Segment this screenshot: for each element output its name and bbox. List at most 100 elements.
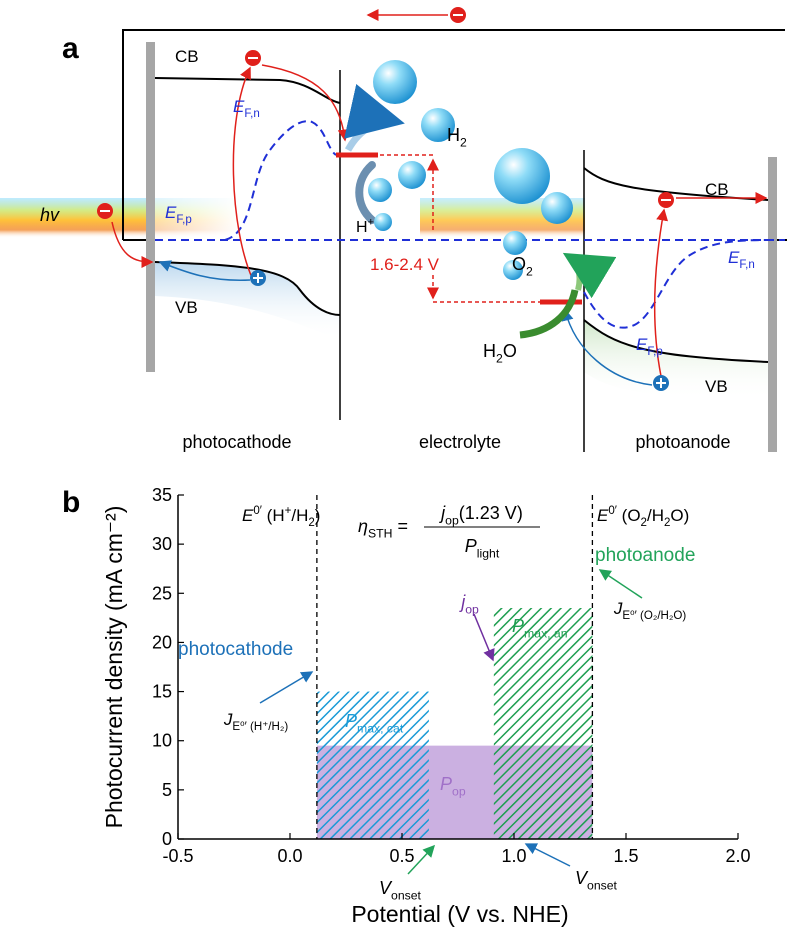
text-run: E xyxy=(165,203,177,222)
text-run: P xyxy=(465,536,477,556)
region xyxy=(317,692,429,839)
text-run: (H xyxy=(262,506,285,525)
diagram-label: CB xyxy=(705,180,729,199)
text-run: 1.6-2.4 V xyxy=(370,255,440,274)
text-run: (O xyxy=(617,506,641,525)
electron xyxy=(450,7,466,23)
light-fade xyxy=(150,198,240,238)
annotation: E0′ (H+/H2) xyxy=(242,505,320,529)
band-edge xyxy=(584,168,768,200)
bubbles xyxy=(368,60,573,280)
text-run: max, cat xyxy=(357,721,404,735)
x-axis-label: Potential (V vs. NHE) xyxy=(351,901,568,927)
text-run: η xyxy=(358,516,368,536)
page: { "diagram": { "panel_label": "a", "labe… xyxy=(0,0,787,934)
series-label: photoanode xyxy=(595,545,695,566)
pointer-arrow xyxy=(474,614,493,660)
text-run: + xyxy=(368,217,374,229)
text-run: /H xyxy=(647,506,664,525)
text-run: F,p xyxy=(647,346,662,358)
text-run: P xyxy=(440,774,452,794)
text-run: onset xyxy=(391,888,422,902)
text-run: photocathode xyxy=(182,432,291,452)
bubble xyxy=(494,148,550,204)
light-beam xyxy=(0,198,150,238)
text-run: VB xyxy=(705,377,728,396)
text-run: E xyxy=(242,506,254,525)
text-run: E xyxy=(636,335,648,354)
text-run: 2 xyxy=(526,264,533,278)
bubble xyxy=(374,213,392,231)
x-tick-label: 0.5 xyxy=(389,846,414,866)
annotation: Plight xyxy=(465,536,500,560)
text-run: F,n xyxy=(739,259,754,271)
electron xyxy=(658,192,674,208)
x-tick-label: -0.5 xyxy=(162,846,193,866)
quasi-fermi-level xyxy=(225,121,336,240)
diagram-label: photoanode xyxy=(635,432,730,452)
x-tick-label: 2.0 xyxy=(725,846,750,866)
y-tick-label: 15 xyxy=(152,682,172,702)
annotation: jop xyxy=(458,592,479,616)
text-run: 0′ xyxy=(608,505,617,517)
text-run: CB xyxy=(175,47,199,66)
electrode xyxy=(146,42,155,372)
reaction-arrow xyxy=(348,121,398,150)
x-tick-label: 0.0 xyxy=(277,846,302,866)
diagram-label: VB xyxy=(705,377,728,396)
y-axis-label: Photocurrent density (mA cm⁻²) xyxy=(101,506,127,829)
bubble xyxy=(503,231,527,255)
diagram-label: CB xyxy=(175,47,199,66)
text-run: J xyxy=(223,710,233,729)
text-run: O xyxy=(512,254,526,274)
diagram-label: photocathode xyxy=(182,432,291,452)
hole xyxy=(250,270,266,286)
y-tick-label: 25 xyxy=(152,583,172,603)
text-run: ) xyxy=(315,506,321,525)
text-run: electrolyte xyxy=(419,432,501,452)
x-tick-label: 1.0 xyxy=(501,846,526,866)
text-run: J xyxy=(613,599,623,618)
diagram-label: hv xyxy=(40,205,60,225)
bubble xyxy=(541,192,573,224)
text-run: F,p xyxy=(176,214,191,226)
region xyxy=(494,608,593,839)
text-run: photoanode xyxy=(635,432,730,452)
text-run: E xyxy=(728,248,740,267)
band-diagram: a xyxy=(0,7,787,452)
text-run: E xyxy=(233,97,245,116)
pointer-arrow xyxy=(526,844,570,866)
text-run: E⁰′ (H⁺/H₂) xyxy=(232,721,288,733)
annotation: jop(1.23 V) xyxy=(438,503,523,527)
panel-label: a xyxy=(62,32,79,65)
text-run: VB xyxy=(175,298,198,317)
text-run: op xyxy=(445,513,459,527)
annotation: Vonset xyxy=(575,868,618,892)
text-run: O) xyxy=(670,506,689,525)
bubble xyxy=(398,161,426,189)
text-run: light xyxy=(477,546,500,560)
text-run: H xyxy=(447,125,460,145)
text-run: hv xyxy=(40,205,60,225)
text-run: E⁰′ (O₂/H₂O) xyxy=(622,610,686,622)
annotation: E0′ (O2/H2O) xyxy=(597,505,689,529)
pointer-arrow xyxy=(600,570,642,598)
series-label: photocathode xyxy=(178,639,293,660)
y-tick-label: 20 xyxy=(152,632,172,652)
text-run: 2 xyxy=(460,135,467,149)
y-tick-label: 10 xyxy=(152,731,172,751)
text-run: E xyxy=(597,506,609,525)
reaction-arrow xyxy=(568,256,580,290)
panel-label: b xyxy=(62,486,80,519)
y-tick-label: 5 xyxy=(162,780,172,800)
diagram-label: H+ xyxy=(356,217,374,236)
electrode xyxy=(768,157,777,452)
electron xyxy=(97,203,113,219)
text-run: O xyxy=(503,341,517,361)
diagram-label: H2 xyxy=(447,125,467,149)
text-run: CB xyxy=(705,180,729,199)
x-tick-label: 1.5 xyxy=(613,846,638,866)
diagram-label: 1.6-2.4 V xyxy=(370,255,440,274)
text-run: (1.23 V) xyxy=(459,503,523,523)
text-run: max, an xyxy=(524,626,568,640)
